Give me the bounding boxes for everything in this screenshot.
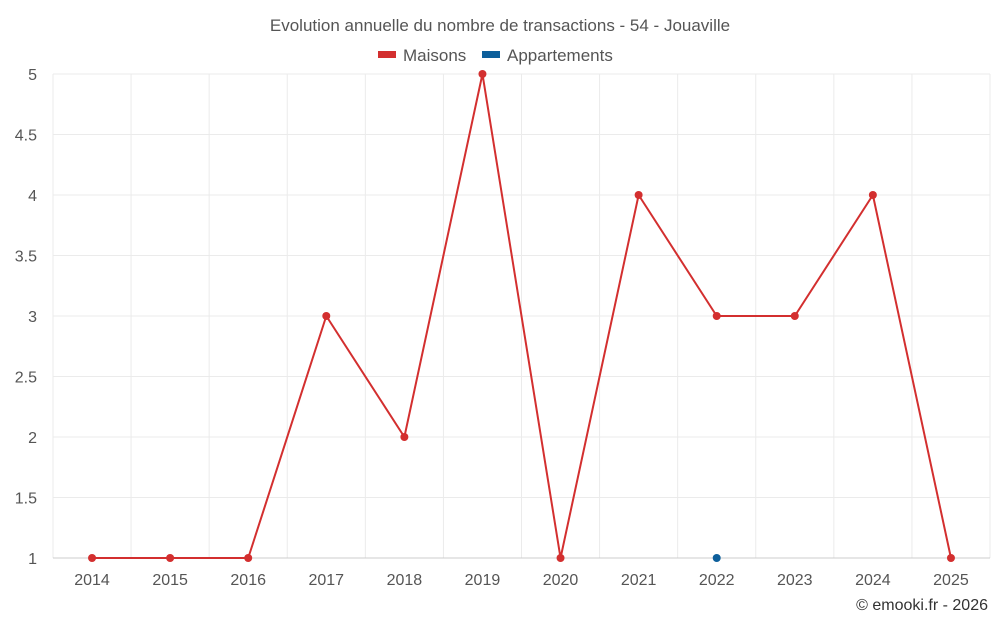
credit-text: © emooki.fr - 2026 [856,597,988,614]
data-point-maisons [244,554,253,562]
legend-item-appartements[interactable]: Appartements [482,46,613,65]
data-point-maisons [88,554,97,562]
x-tick-label: 2019 [465,572,501,589]
y-tick-label: 3 [28,309,37,326]
data-point-maisons [556,554,565,562]
grid-lines [52,73,991,559]
legend-label: Maisons [403,46,466,65]
y-axis: 1 1.5 2 2.5 3 3.5 4 4.5 5 [15,67,37,568]
series-line-maisons [92,73,952,559]
y-tick-label: 4 [28,188,37,205]
x-tick-label: 2025 [933,572,969,589]
legend-label: Appartements [507,46,613,65]
data-point-maisons [946,554,955,562]
legend-swatch [378,51,396,58]
data-point-maisons [478,70,487,78]
x-tick-label: 2014 [74,572,110,589]
data-point-maisons [790,312,799,320]
y-tick-label: 1 [28,551,37,568]
series-layer [88,70,955,562]
y-tick-label: 1.5 [15,491,37,508]
data-point-maisons [712,312,721,320]
y-tick-label: 4.5 [15,128,37,145]
x-tick-label: 2016 [230,572,266,589]
legend[interactable]: Maisons Appartements [378,46,613,65]
y-tick-label: 2.5 [15,370,37,387]
legend-swatch [482,51,500,58]
data-point-maisons [400,433,409,441]
x-tick-label: 2015 [152,572,188,589]
x-tick-label: 2017 [308,572,344,589]
data-point-maisons [166,554,175,562]
y-tick-label: 2 [28,430,37,447]
x-tick-label: 2023 [777,572,813,589]
x-tick-label: 2021 [621,572,657,589]
data-point-maisons [322,312,331,320]
data-point-maisons [868,191,877,199]
data-point-appartements [712,554,721,562]
y-tick-label: 5 [28,67,37,84]
x-tick-label: 2018 [387,572,423,589]
data-point-maisons [634,191,643,199]
x-tick-label: 2022 [699,572,735,589]
y-tick-label: 3.5 [15,249,37,266]
chart-title: Evolution annuelle du nombre de transact… [270,16,730,35]
x-axis: 2014 2015 2016 2017 2018 2019 2020 2021 2022 2023… [53,557,990,589]
x-tick-label: 2024 [855,572,891,589]
legend-item-maisons[interactable]: Maisons [378,46,466,65]
x-tick-label: 2020 [543,572,579,589]
